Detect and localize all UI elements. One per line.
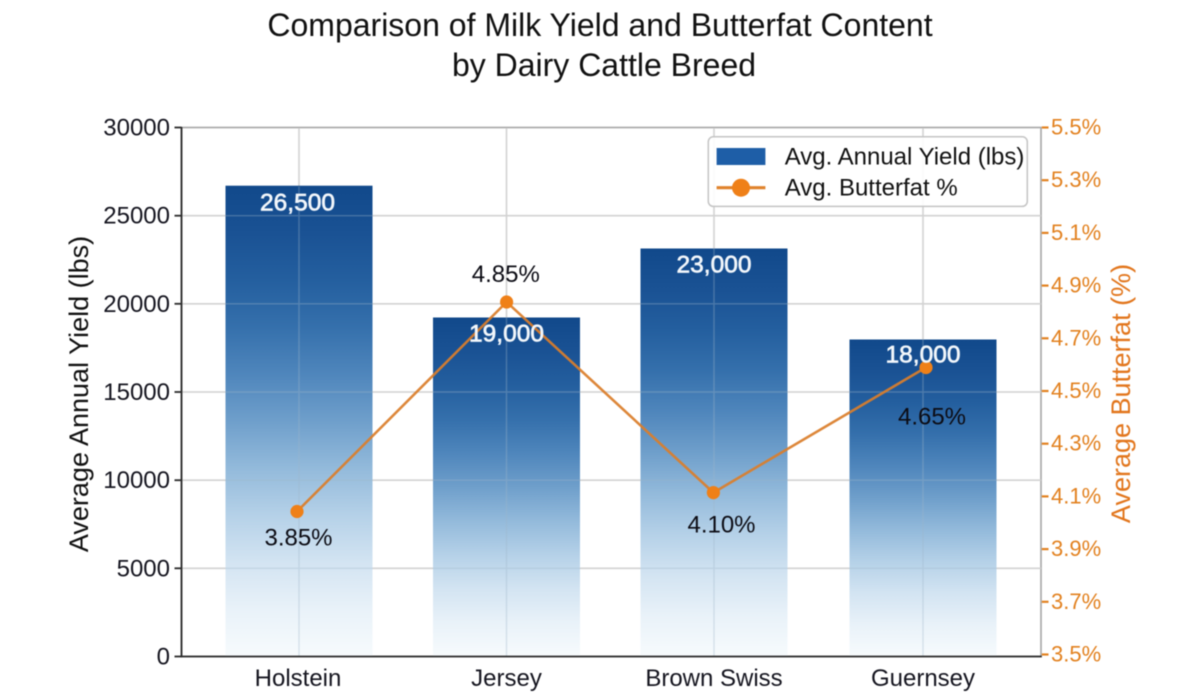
svg-text:26,500: 26,500	[260, 190, 335, 217]
svg-text:30000: 30000	[103, 115, 170, 142]
svg-text:Guernsey: Guernsey	[871, 665, 975, 692]
svg-text:25000: 25000	[103, 203, 170, 230]
svg-text:4.5%: 4.5%	[1051, 378, 1101, 403]
svg-text:Avg. Annual Yield (lbs): Avg. Annual Yield (lbs)	[785, 144, 1025, 171]
svg-text:20000: 20000	[103, 291, 170, 318]
svg-text:4.10%: 4.10%	[687, 512, 755, 539]
svg-text:4.65%: 4.65%	[898, 404, 966, 431]
svg-text:15000: 15000	[103, 379, 170, 406]
svg-text:4.3%: 4.3%	[1051, 431, 1101, 456]
svg-text:23,000: 23,000	[677, 252, 752, 279]
svg-text:5000: 5000	[117, 555, 170, 582]
svg-text:18,000: 18,000	[886, 342, 961, 369]
svg-text:5.5%: 5.5%	[1051, 115, 1101, 140]
svg-text:5.1%: 5.1%	[1051, 220, 1101, 245]
svg-text:3.5%: 3.5%	[1051, 642, 1101, 667]
svg-text:Jersey: Jersey	[471, 665, 542, 692]
svg-text:Brown Swiss: Brown Swiss	[645, 665, 782, 692]
svg-text:5.3%: 5.3%	[1051, 167, 1101, 192]
svg-text:10000: 10000	[103, 467, 170, 494]
svg-text:3.85%: 3.85%	[264, 525, 332, 552]
svg-text:4.1%: 4.1%	[1051, 483, 1101, 508]
svg-text:Holstein: Holstein	[255, 665, 342, 692]
svg-text:by Dairy Cattle Breed: by Dairy Cattle Breed	[452, 47, 756, 83]
svg-text:3.7%: 3.7%	[1051, 589, 1101, 614]
svg-text:Avg. Butterfat %: Avg. Butterfat %	[785, 175, 958, 202]
svg-text:0: 0	[157, 644, 170, 671]
svg-text:4.85%: 4.85%	[472, 261, 540, 288]
svg-text:Average Butterfat (%): Average Butterfat (%)	[1106, 264, 1136, 523]
svg-text:19,000: 19,000	[469, 321, 544, 348]
svg-text:4.7%: 4.7%	[1051, 325, 1101, 350]
svg-text:3.9%: 3.9%	[1051, 536, 1101, 561]
svg-text:Comparison of Milk Yield and B: Comparison of Milk Yield and Butterfat C…	[267, 7, 932, 43]
svg-text:Average Annual Yield (lbs): Average Annual Yield (lbs)	[64, 236, 94, 552]
svg-text:4.9%: 4.9%	[1051, 273, 1101, 298]
